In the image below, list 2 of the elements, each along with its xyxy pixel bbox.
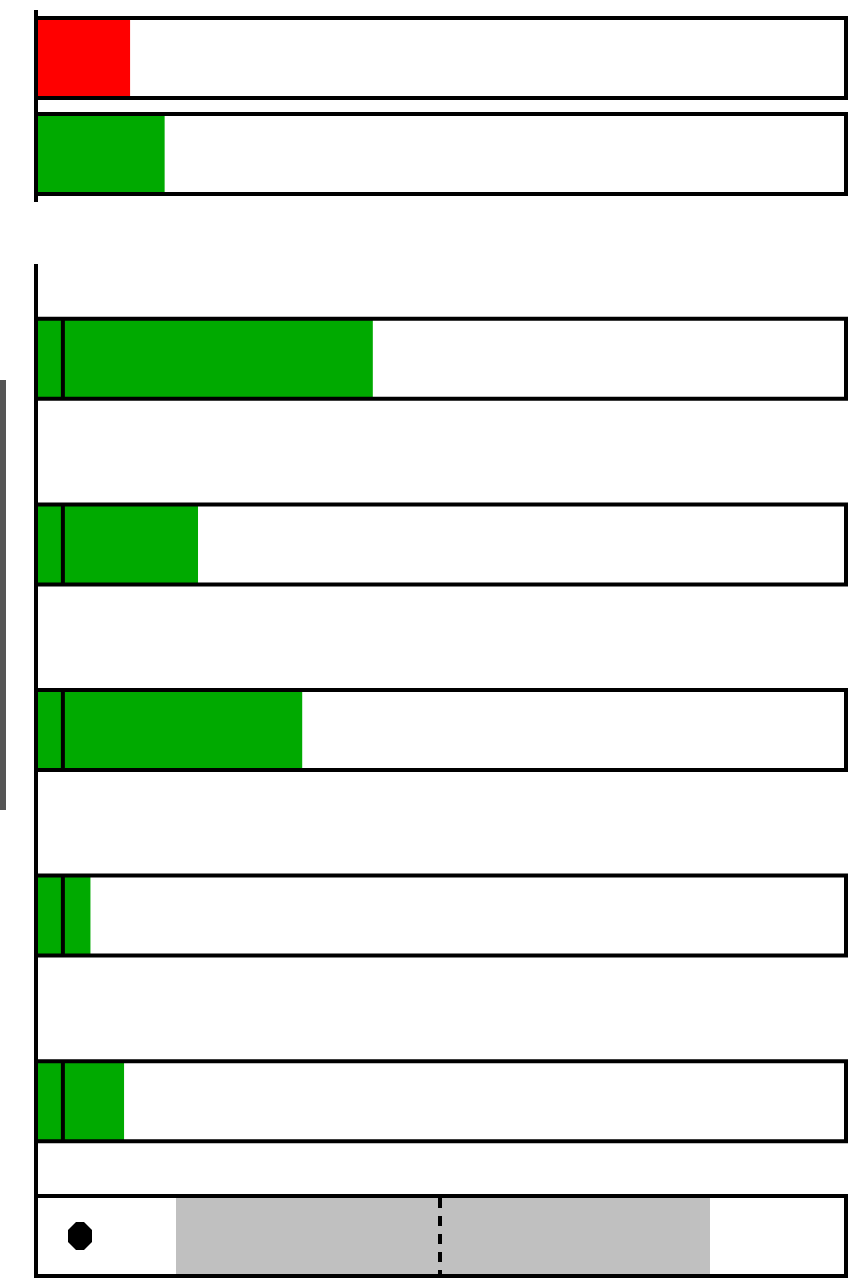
bar	[35, 689, 303, 771]
bar	[35, 1060, 125, 1142]
